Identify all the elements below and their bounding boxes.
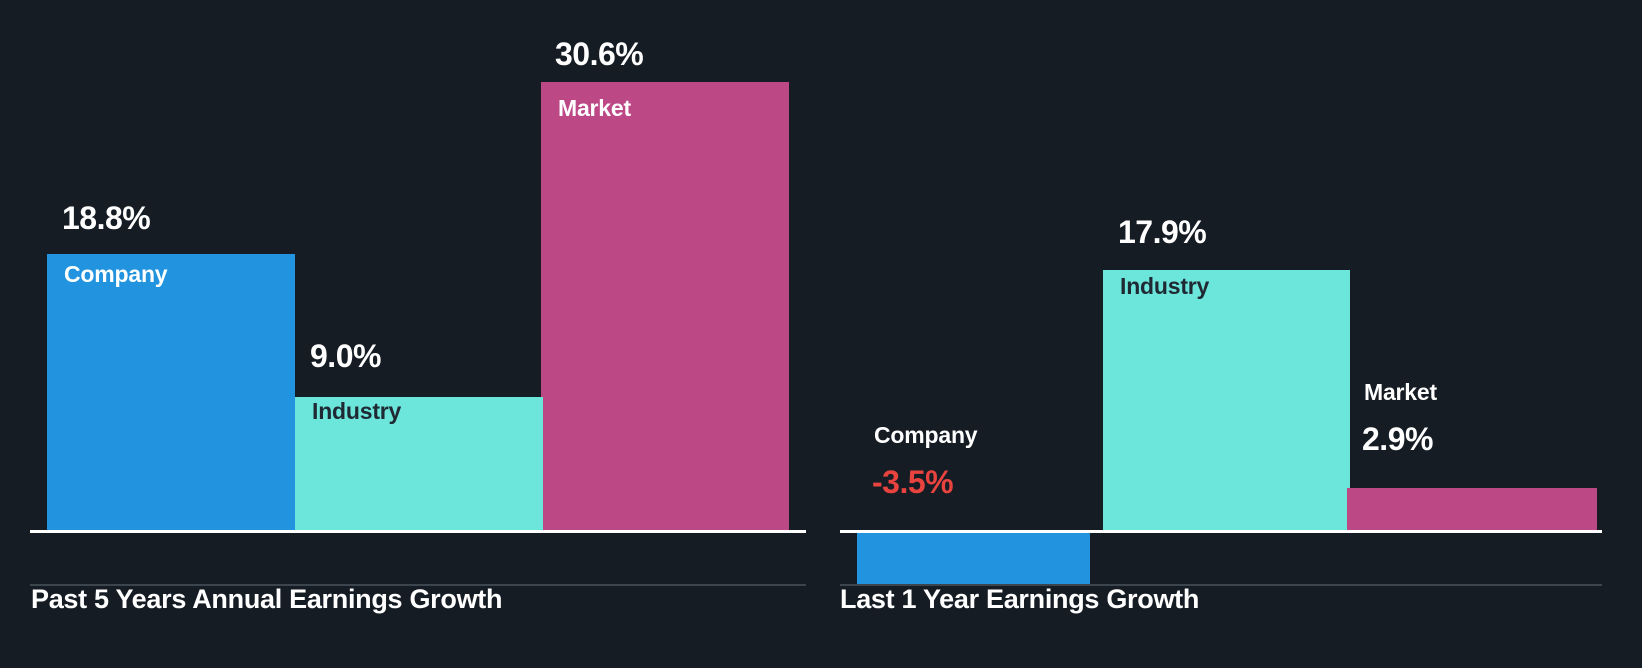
bar-market-right[interactable]: [1347, 488, 1597, 530]
bar-label-industry-left: Industry: [312, 398, 402, 424]
axis-rule-left: [30, 584, 806, 586]
bar-industry-right[interactable]: [1103, 270, 1350, 530]
bar-industry-left[interactable]: [295, 397, 543, 530]
plot-area-right: Industry 17.9% Market 2.9% Company -3.5%…: [840, 0, 1642, 668]
value-label-industry-left: 9.0%: [310, 338, 381, 374]
bar-label-company-left: Company: [64, 261, 168, 287]
value-label-market-right: 2.9%: [1362, 421, 1433, 457]
bar-label-company-right: Company: [874, 422, 978, 448]
bar-company-right[interactable]: [857, 533, 1090, 584]
value-label-market-left: 30.6%: [555, 36, 644, 72]
value-label-company-right: -3.5%: [872, 464, 954, 500]
panel-past-5-years: Market 30.6% Company 18.8% Industry 9.0%…: [0, 0, 806, 668]
axis-rule-right: [840, 584, 1602, 586]
bar-label-market-right: Market: [1364, 379, 1437, 405]
zero-baseline-right: [840, 530, 1602, 533]
value-label-industry-right: 17.9%: [1118, 214, 1207, 250]
value-label-company-left: 18.8%: [62, 200, 151, 236]
plot-area-left: Market 30.6% Company 18.8% Industry 9.0%…: [0, 0, 806, 668]
bar-label-industry-right: Industry: [1120, 273, 1210, 299]
zero-baseline-left: [30, 530, 806, 533]
bar-label-market-left: Market: [558, 95, 631, 121]
bar-company-left[interactable]: [47, 254, 295, 530]
panel-last-1-year: Industry 17.9% Market 2.9% Company -3.5%…: [840, 0, 1642, 668]
panel-title-left: Past 5 Years Annual Earnings Growth: [31, 584, 503, 614]
bar-market-left[interactable]: [541, 82, 789, 530]
panel-title-right: Last 1 Year Earnings Growth: [840, 584, 1200, 614]
